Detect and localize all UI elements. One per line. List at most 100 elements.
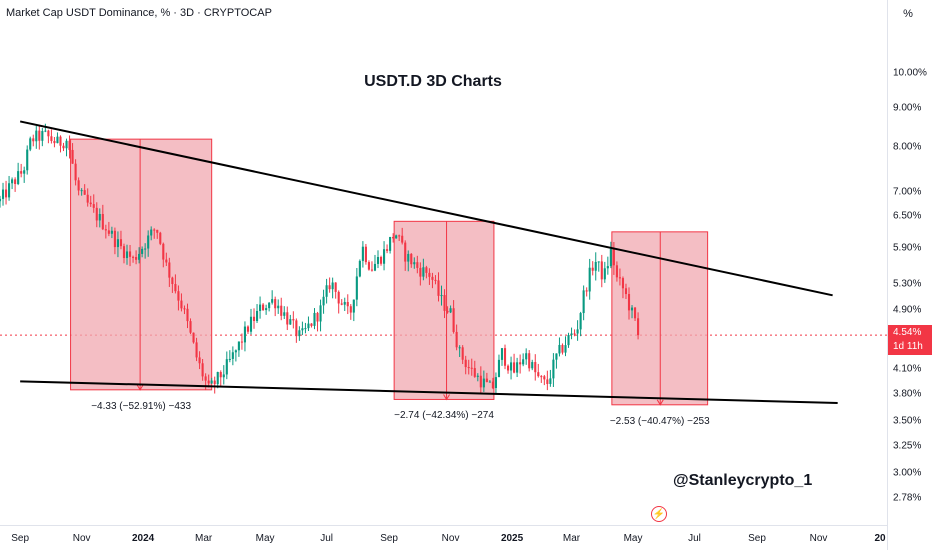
candle-body (222, 374, 225, 378)
candle-body (615, 265, 618, 278)
trendline-upper (19, 120, 833, 297)
candle-body (355, 276, 358, 300)
candle-body (488, 381, 491, 383)
bar-countdown: 1d 11h (893, 341, 923, 353)
candle-body (231, 352, 234, 359)
candle-body (422, 267, 425, 277)
candle-body (464, 359, 467, 368)
candle-body (165, 259, 168, 263)
candle-body (621, 278, 625, 289)
candle-body (141, 248, 144, 254)
candle-body (528, 353, 531, 369)
candle-body (274, 299, 277, 309)
candle-body (174, 284, 177, 292)
candle-body (319, 305, 322, 322)
range-boxes (70, 138, 709, 406)
candle-body (407, 253, 410, 262)
candle-body (50, 136, 53, 141)
last-price-tag: 4.54% 1d 11h (888, 325, 932, 356)
last-price-value: 4.54% (893, 327, 922, 339)
candle-body (17, 171, 20, 184)
y-tick-label: 4.10% (893, 363, 922, 375)
candle-body (352, 299, 355, 313)
candle-body (89, 202, 92, 205)
x-tick-label: 20 (874, 533, 886, 544)
candle-body (59, 136, 62, 146)
candle-body (543, 376, 546, 380)
candle-body (328, 285, 331, 290)
candle-body (479, 375, 482, 388)
candle-body (564, 345, 567, 353)
candle-body (207, 380, 210, 384)
candle-body (298, 330, 301, 337)
candle-body (195, 342, 198, 358)
candle-body (431, 276, 434, 280)
candle-body (29, 138, 32, 150)
range-box-arrowhead (443, 394, 450, 401)
x-tick-label: Sep (380, 533, 398, 544)
chart-plot-area[interactable] (0, 0, 887, 525)
candle-body (201, 363, 204, 377)
candle-body (313, 312, 316, 326)
candle-body (497, 359, 501, 378)
candle-body (268, 302, 271, 309)
candle-body (162, 243, 165, 260)
candle-body (35, 130, 38, 142)
candle-body (331, 282, 334, 290)
candle-body (624, 288, 628, 295)
candle-body (144, 248, 147, 250)
candle-body (389, 236, 392, 251)
candle-body (404, 242, 407, 262)
candle-body (376, 257, 380, 264)
candle-body (62, 145, 65, 149)
candle-body (594, 262, 597, 271)
x-tick-label: May (623, 533, 643, 544)
candle-body (53, 140, 56, 144)
lightning-icon[interactable]: ⚡ (651, 506, 667, 522)
y-tick-label: 3.00% (893, 467, 922, 479)
candle-body (249, 316, 253, 332)
candle-body (41, 131, 44, 141)
candle-body (113, 230, 116, 248)
candle-body (606, 266, 609, 269)
y-tick-label: 8.00% (893, 141, 922, 153)
candle-body (104, 229, 107, 231)
candle-body (237, 341, 240, 351)
candle-body (14, 179, 17, 184)
candle-body (292, 319, 295, 321)
candle-body (277, 305, 280, 309)
candle-body (395, 235, 398, 239)
candle-body (255, 310, 259, 322)
candle-body (416, 262, 419, 268)
trendlines (19, 120, 838, 405)
percent-scale-button[interactable]: % (903, 8, 913, 20)
candle-body (413, 262, 416, 265)
candle-body (570, 333, 573, 336)
candle-body (567, 335, 570, 346)
x-tick-label: Mar (194, 533, 213, 544)
candle-body (379, 257, 383, 264)
candle-body (609, 248, 612, 267)
range-box (70, 138, 213, 391)
candle-body (437, 280, 440, 296)
candle-body (434, 279, 437, 281)
candle-body (110, 230, 113, 234)
candle-body (549, 378, 552, 384)
candle-body (68, 140, 71, 150)
y-tick-label: 3.80% (893, 388, 922, 400)
candle-body (546, 379, 549, 384)
candle-body (482, 378, 485, 388)
candle-body (382, 249, 386, 264)
candle-body (122, 246, 126, 259)
candle-body (485, 378, 488, 383)
candle-body (531, 362, 534, 369)
candle-body (77, 180, 80, 191)
range-measure-label: −2.74 (−42.34%) −274 (394, 410, 494, 422)
candle-body (186, 308, 189, 322)
y-tick-label: 5.30% (893, 278, 922, 290)
candle-body (419, 267, 422, 277)
candle-body (534, 362, 537, 373)
y-tick-label: 9.00% (893, 102, 922, 114)
candle-body (510, 362, 513, 371)
candle-body (573, 333, 576, 335)
